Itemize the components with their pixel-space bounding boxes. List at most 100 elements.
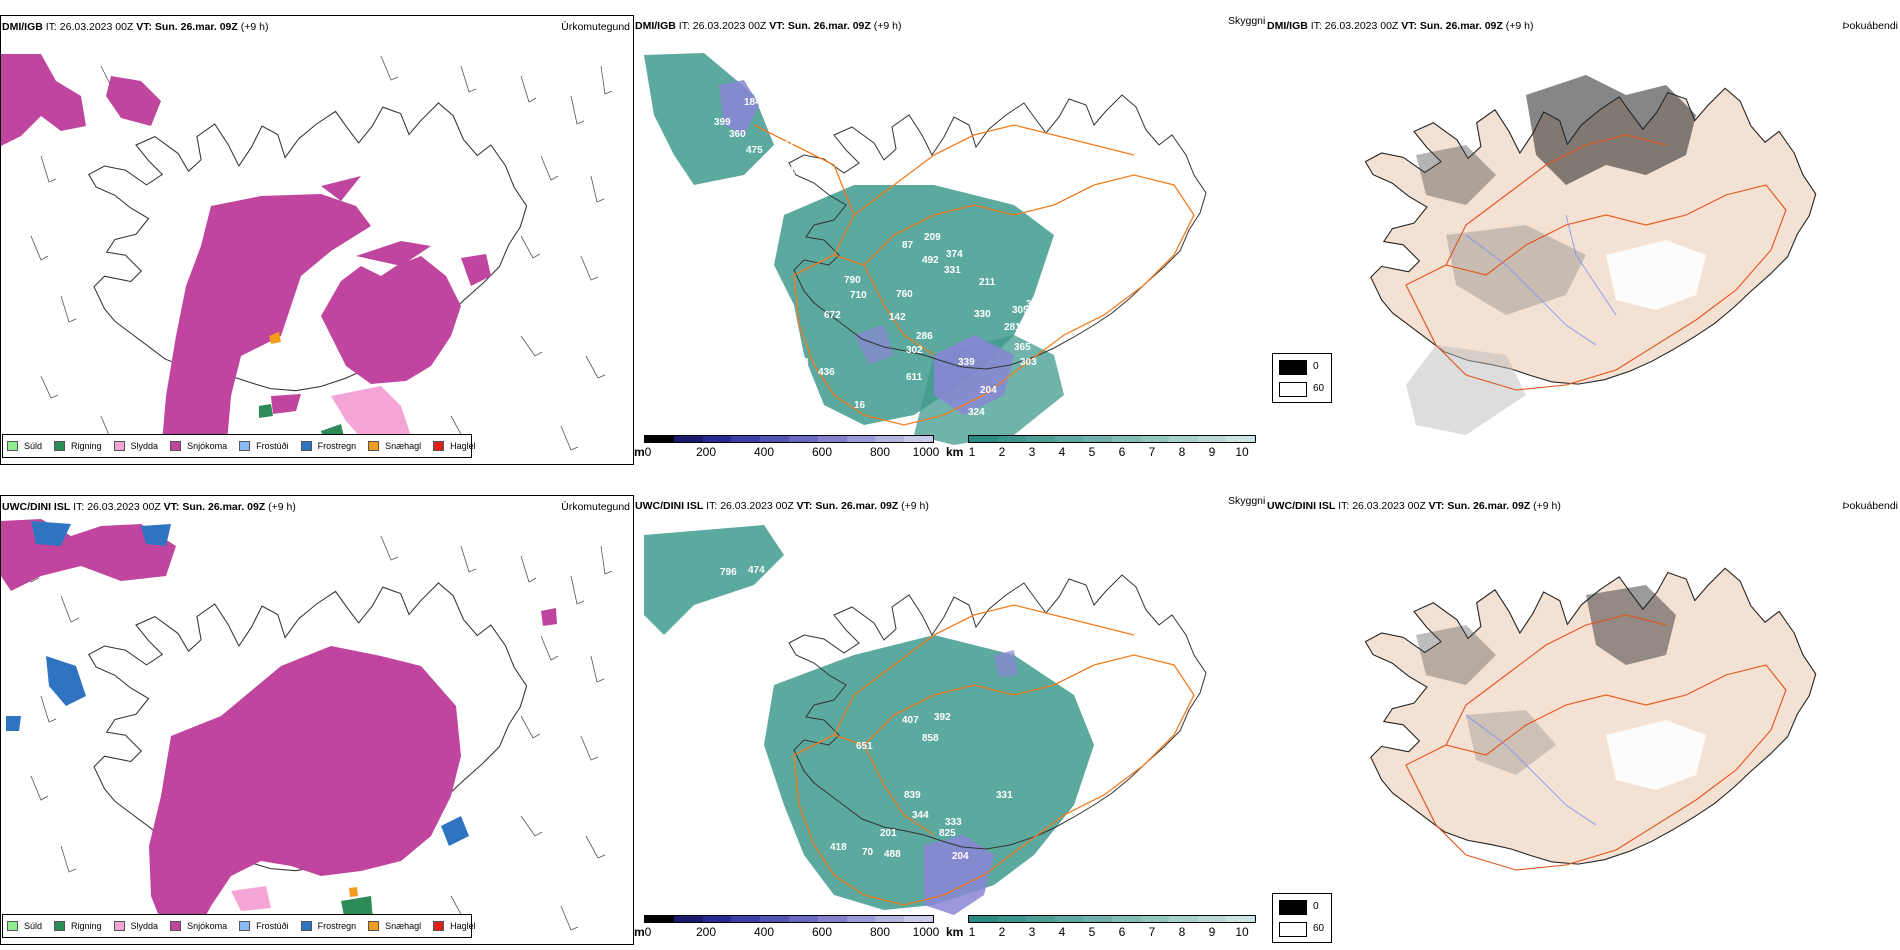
ceiling-label: 858	[922, 733, 939, 744]
ceiling-label: 399	[714, 117, 731, 128]
ceiling-label: 303	[776, 567, 793, 578]
ceiling-label: 710	[850, 290, 867, 301]
vt-label: VT: Sun. 26.mar. 09Z	[1401, 20, 1503, 32]
ceiling-label: 492	[922, 255, 939, 266]
snow-area	[1, 54, 86, 146]
ceiling-label: 611	[906, 372, 923, 383]
vt-label: VT: Sun. 26.mar. 09Z	[163, 501, 266, 513]
ceiling-label: 796	[720, 567, 737, 578]
ceiling-label: 344	[912, 810, 929, 821]
panel-title: Þokuábendi	[1842, 20, 1898, 32]
it-label: IT:	[73, 501, 85, 513]
snow-area	[106, 76, 161, 126]
model-name: DMI/IGB	[635, 20, 676, 32]
it-value: 26.03.2023 00Z	[59, 21, 134, 33]
it-value: 26.03.2023 00Z	[720, 500, 794, 512]
ceiling-label: 825	[939, 828, 956, 839]
ceiling-label: 303	[1020, 357, 1037, 368]
panel-title: Úrkomutegund	[561, 501, 630, 513]
height-colorbar: m 0 200 400 600 800 1000	[634, 915, 944, 945]
panel-header: DMI/IGB IT: 26.03.2023 00Z VT: Sun. 26.m…	[635, 20, 901, 33]
legend-item: Frostúði	[239, 441, 289, 451]
legend-item: Haglél	[433, 921, 476, 931]
it-label: IT:	[706, 500, 718, 512]
sleet-area	[331, 386, 411, 438]
ceiling-label: 211	[979, 277, 996, 288]
ceiling-label: 790	[844, 275, 861, 286]
precip-map	[1, 54, 613, 454]
legend-item: Slydda	[113, 921, 158, 931]
ceiling-label: 475	[746, 145, 763, 156]
legend-item: Frostúði	[239, 921, 289, 931]
snow-area	[161, 194, 371, 454]
panel-title: Þokuábendi	[1842, 500, 1898, 512]
lead-time: (+9 h)	[901, 500, 929, 512]
ceiling-label: 651	[856, 741, 873, 752]
lead-time: (+9 h)	[1533, 500, 1561, 512]
legend-item: Frostregn	[300, 441, 356, 451]
precip-map	[1, 519, 613, 934]
legend-item: Snæhagl	[368, 441, 421, 451]
legend-item: Slydda	[113, 441, 158, 451]
model-name: UWC/DINI ISL	[635, 500, 704, 512]
distance-colorbar: km 1 2 3 4 5 6 7 8 9 10	[946, 915, 1256, 945]
ceiling-label: 77	[784, 137, 796, 148]
legend-item: Haglél	[433, 441, 476, 451]
lead-time: (+9 h)	[268, 501, 296, 513]
ceiling-label: 875	[810, 422, 827, 433]
it-label: IT:	[678, 20, 690, 32]
legend-item: Frostregn	[300, 921, 356, 931]
ice-pellet-area	[269, 332, 281, 344]
ceiling-label: 339	[958, 357, 975, 368]
it-label: IT:	[1338, 500, 1350, 512]
ceiling-label: 488	[884, 849, 901, 860]
it-label: IT:	[1310, 20, 1322, 32]
panel-title: Skyggni	[1228, 15, 1266, 27]
legend-item: Rigning	[54, 921, 102, 931]
distance-colorbar: km 1 2 3 4 5 6 7 8 9 10	[946, 435, 1256, 465]
ceiling-label: 184	[744, 97, 761, 108]
snow-area	[356, 241, 431, 266]
it-label: IT:	[45, 21, 57, 33]
legend-item: Snjókoma	[170, 921, 227, 931]
panel-header: UWC/DINI ISL IT: 26.03.2023 00Z VT: Sun.…	[2, 501, 296, 514]
ceiling-label: 201	[880, 828, 897, 839]
ceiling-label: 142	[889, 312, 906, 323]
panel-title: Skyggni	[1228, 495, 1266, 507]
ceiling-label: 302	[906, 345, 923, 356]
it-value: 26.03.2023 00Z	[87, 501, 161, 513]
lead-time: (+9 h)	[873, 20, 902, 32]
ceiling-label: 474	[748, 565, 765, 576]
panel-header: DMI/IGB IT: 26.03.2023 00Z VT: Sun. 26.m…	[2, 21, 268, 34]
height-colorbar: m 0 200 400 600 800 1000	[634, 435, 944, 465]
model-name: DMI/IGB	[2, 21, 43, 33]
ceiling-label: 286	[916, 331, 933, 342]
visibility-panel-top: DMI/IGB IT: 26.03.2023 00Z VT: Sun. 26.m…	[634, 15, 1266, 465]
lead-time: (+9 h)	[1505, 20, 1534, 32]
precip-type-panel-bottom: UWC/DINI ISL IT: 26.03.2023 00Z VT: Sun.…	[0, 495, 634, 945]
legend-item: Snjókoma	[170, 441, 227, 451]
rain-area	[259, 404, 273, 418]
ceiling-label: 330	[974, 309, 991, 320]
it-value: 26.03.2023 00Z	[692, 20, 767, 32]
vt-label: VT: Sun. 26.mar. 09Z	[769, 20, 871, 32]
ceiling-label: 672	[824, 310, 841, 321]
legend-item: Súld	[7, 441, 42, 451]
model-name: UWC/DINI ISL	[2, 501, 71, 513]
ceiling-label: 409	[766, 157, 783, 168]
fog-legend: 0 60	[1272, 893, 1332, 943]
precip-type-panel-top: DMI/IGB IT: 26.03.2023 00Z VT: Sun. 26.m…	[0, 15, 634, 465]
fog-legend: 0 60	[1272, 353, 1332, 403]
ceiling-label: 209	[924, 232, 941, 243]
ceiling-label: 324	[968, 407, 985, 418]
snow-area	[461, 254, 491, 286]
model-name: DMI/IGB	[1267, 20, 1308, 32]
ceiling-label: 305	[1012, 305, 1029, 316]
legend-item: Snæhagl	[368, 921, 421, 931]
ceiling-label: 392	[934, 712, 951, 723]
vt-label: VT: Sun. 26.mar. 09Z	[796, 500, 899, 512]
ceiling-label: 204	[952, 851, 969, 862]
